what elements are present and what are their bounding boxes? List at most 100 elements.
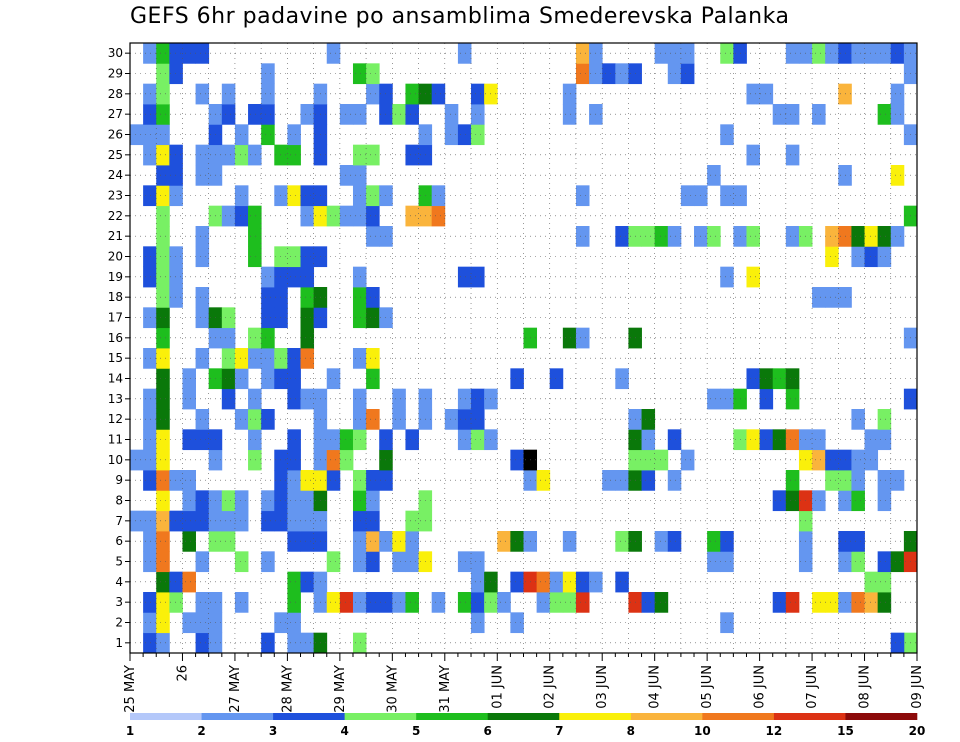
x-tick-label: 28 MAY (280, 665, 295, 713)
heatmap-cell (143, 429, 157, 451)
y-tick-label: 25 (108, 148, 123, 162)
heatmap-cell (890, 632, 905, 654)
heatmap-cell (300, 307, 315, 329)
heatmap-cell (471, 409, 485, 430)
heatmap-cell (221, 307, 236, 329)
colorbar-tick-label: 6 (484, 724, 492, 738)
heatmap-cell (130, 449, 144, 471)
heatmap-cell (667, 429, 682, 451)
heatmap-cell (575, 592, 590, 613)
heatmap-cell (287, 124, 301, 146)
heatmap-cell (615, 531, 629, 552)
heatmap-cell (680, 449, 695, 471)
heatmap-cell (405, 83, 419, 105)
heatmap-cell (352, 63, 367, 85)
heatmap-cell (536, 592, 551, 613)
y-tick-label: 27 (108, 107, 123, 121)
heatmap-cell (352, 388, 367, 410)
heatmap-cell (575, 327, 590, 349)
heatmap-cell (156, 510, 170, 532)
colorbar-tick-label: 2 (197, 724, 205, 738)
heatmap-cell (720, 266, 734, 288)
heatmap-cell (431, 83, 446, 105)
heatmap-cell (195, 83, 210, 105)
heatmap-cell (195, 165, 210, 186)
heatmap-cell (169, 592, 183, 613)
heatmap-cell (300, 246, 315, 268)
heatmap-cell (497, 531, 511, 552)
heatmap-cell (864, 571, 879, 593)
y-tick-label: 21 (108, 229, 123, 243)
heatmap-cell (326, 43, 341, 64)
heatmap-cell (248, 449, 262, 471)
heatmap-cell (812, 490, 826, 512)
heatmap-cell (641, 592, 656, 613)
heatmap-cell (352, 592, 367, 613)
colorbar-tick-label: 20 (909, 724, 926, 738)
heatmap-cell (352, 185, 367, 207)
heatmap-cell (890, 551, 905, 573)
heatmap-cell (352, 429, 367, 451)
colorbar-segment (344, 713, 417, 720)
heatmap-cell (326, 429, 341, 451)
heatmap-cell (772, 429, 787, 451)
heatmap-cell (864, 592, 879, 613)
x-tick-label: 25 MAY (123, 665, 138, 713)
heatmap-cell (825, 43, 839, 64)
x-tick-label: 08 JUN (858, 665, 873, 709)
heatmap-cell (287, 449, 301, 471)
y-tick-label: 20 (108, 250, 123, 264)
heatmap-cell (785, 43, 800, 64)
heatmap-cell (366, 144, 380, 166)
colorbar-tick-label: 1 (126, 724, 134, 738)
heatmap-cell (405, 205, 419, 227)
heatmap-cell (326, 368, 341, 390)
heatmap-cell (759, 83, 774, 105)
heatmap-cell (851, 551, 865, 573)
heatmap-cell (575, 185, 590, 207)
y-tick-label: 1 (115, 636, 123, 650)
heatmap-cell (392, 551, 406, 573)
heatmap-cell (339, 449, 354, 471)
heatmap-cell (680, 43, 695, 64)
heatmap-cell (326, 592, 341, 613)
heatmap-cell (248, 388, 262, 410)
heatmap-cell (575, 571, 590, 593)
heatmap-cell (366, 592, 380, 613)
heatmap-cell (182, 531, 196, 552)
heatmap-cell (471, 612, 485, 634)
heatmap-cell (772, 592, 787, 613)
heatmap-cell (510, 571, 524, 593)
heatmap-cell (143, 307, 157, 329)
heatmap-cell (221, 531, 236, 552)
heatmap-cell (156, 632, 170, 654)
colorbar-segment (201, 713, 274, 720)
heatmap-cell (825, 226, 839, 247)
heatmap-cell (234, 348, 249, 369)
chart-title: GEFS 6hr padavine po ansamblima Smederev… (130, 4, 790, 29)
heatmap-cell (812, 287, 826, 308)
heatmap-cell (195, 144, 210, 166)
heatmap-cell (877, 470, 892, 491)
heatmap-cell (352, 287, 367, 308)
y-tick-label: 18 (108, 290, 123, 304)
heatmap-cell (274, 287, 288, 308)
heatmap-cell (851, 592, 865, 613)
heatmap-cell (248, 144, 262, 166)
colorbar-segment (416, 713, 489, 720)
heatmap-cell (562, 104, 577, 125)
heatmap-cell (890, 104, 905, 125)
heatmap-cell (234, 185, 249, 207)
heatmap-cell (602, 470, 616, 491)
heatmap-cell (300, 205, 315, 227)
heatmap-cell (234, 490, 249, 512)
heatmap-cell (615, 368, 629, 390)
heatmap-cell (497, 592, 511, 613)
heatmap-cell (392, 409, 406, 430)
colorbar-segment (630, 713, 703, 720)
heatmap-cell (457, 124, 472, 146)
heatmap-cell (248, 104, 262, 125)
heatmap-cell (261, 632, 275, 654)
heatmap-cell (143, 144, 157, 166)
